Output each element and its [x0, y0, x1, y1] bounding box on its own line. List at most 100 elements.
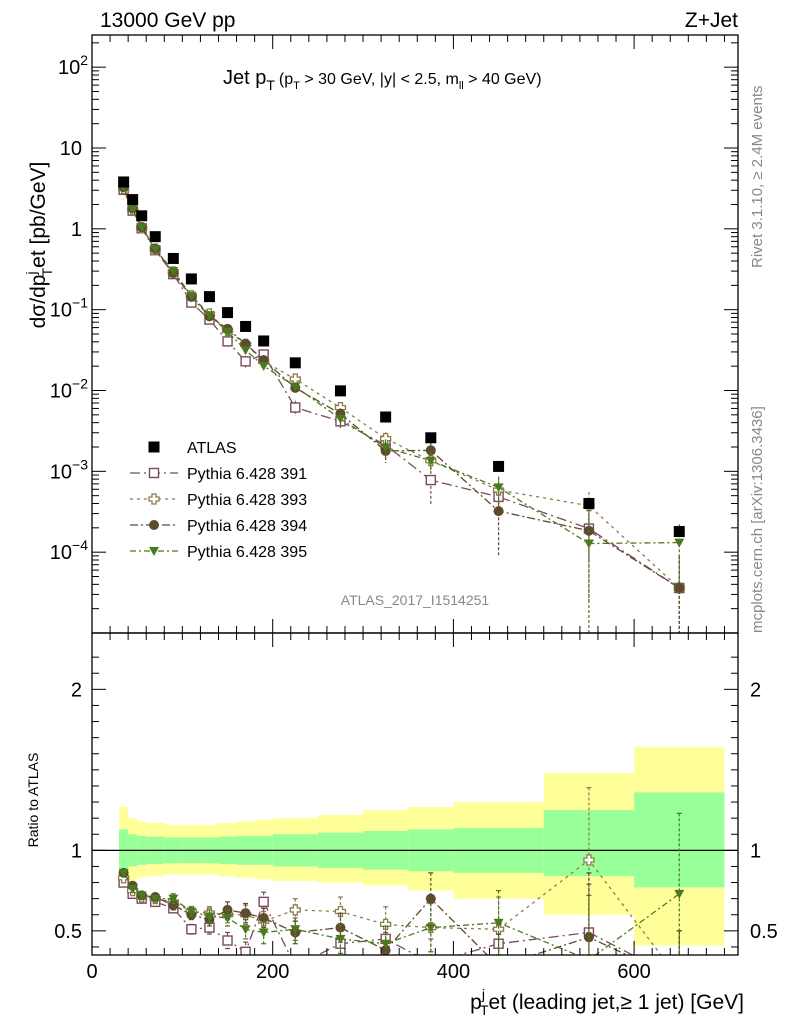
- ratio-tick-label-right: 0.5: [750, 921, 778, 943]
- series-atlas: [118, 176, 685, 538]
- legend-entry: Pythia 6.428 394: [130, 518, 307, 535]
- marker-open-square: [222, 935, 233, 946]
- header-left: 13000 GeV pp: [100, 9, 235, 32]
- marker-circle: [335, 922, 346, 933]
- marker-triangle: [258, 362, 269, 372]
- marker-triangle: [493, 918, 504, 928]
- marker-open-square: [675, 975, 684, 984]
- marker-square: [167, 252, 179, 264]
- marker-open-cross: [148, 493, 160, 505]
- marker-triangle: [118, 868, 129, 878]
- marker-circle: [493, 506, 504, 517]
- marker-triangle: [186, 907, 197, 917]
- marker-triangle: [425, 456, 436, 466]
- y-ticks: 102 10 1 10−1 10−2 10−3 10−4: [50, 42, 738, 634]
- marker-open-cross: [583, 854, 595, 866]
- legend-entry: ATLAS: [148, 440, 237, 457]
- marker-triangle: [380, 939, 391, 949]
- marker-open-square: [426, 959, 435, 968]
- marker-triangle: [290, 925, 301, 935]
- marker-open-cross: [334, 905, 347, 918]
- marker-open-square: [148, 467, 160, 479]
- marker-triangle: [425, 923, 436, 933]
- header-right: Z+Jet: [685, 9, 738, 32]
- marker-square: [148, 441, 160, 453]
- ratio-ticks: 0.5 0.5 1 1 2 2: [54, 656, 778, 948]
- mcplots-label: mcplots.cern.ch [arXiv:1306.3436]: [749, 406, 766, 633]
- marker-circle: [425, 893, 436, 904]
- marker-triangle: [240, 925, 251, 935]
- marker-square: [118, 176, 130, 188]
- marker-square: [380, 411, 392, 423]
- ratio-triangle-down: [118, 812, 685, 965]
- marker-open-cross: [674, 974, 684, 984]
- marker-circle: [149, 520, 159, 530]
- x-tick-label: 200: [256, 961, 289, 983]
- marker-triangle: [335, 934, 346, 944]
- ratio-tick-label: 2: [71, 679, 82, 701]
- y-tick-label: 10−1: [50, 295, 88, 322]
- y-tick-label: 1: [71, 219, 82, 241]
- marker-open-square: [222, 336, 233, 347]
- legend-entry: Pythia 6.428 393: [130, 492, 307, 509]
- rivet-label: Rivet 3.1.10, ≥ 2.4M events: [749, 86, 766, 269]
- marker-square: [127, 194, 139, 206]
- marker-triangle: [380, 443, 391, 453]
- marker-circle: [240, 908, 251, 919]
- marker-triangle: [674, 538, 685, 548]
- legend-label: Pythia 6.428 395: [187, 544, 307, 561]
- legend-label: Pythia 6.428 394: [187, 518, 307, 535]
- marker-square: [493, 460, 505, 472]
- marker-triangle: [136, 223, 147, 233]
- marker-square: [222, 307, 234, 319]
- marker-triangle: [584, 956, 594, 965]
- y-tick-label: 10−2: [50, 376, 88, 403]
- marker-triangle: [136, 891, 147, 901]
- marker-triangle: [674, 889, 685, 899]
- marker-triangle: [222, 913, 233, 923]
- legend-label: Pythia 6.428 393: [187, 492, 307, 509]
- x-tick-label: 0: [86, 961, 97, 983]
- ratio-tick-label-right: 1: [750, 840, 761, 862]
- marker-circle: [258, 912, 269, 923]
- series-line: [123, 187, 680, 545]
- ratio-tick-label: 0.5: [54, 921, 82, 943]
- ratio-plot: 0 200 400 600 0.5 0.5 1 1 2 2: [54, 35, 778, 984]
- marker-circle: [674, 583, 685, 594]
- marker-triangle: [335, 414, 346, 424]
- marker-open-cross: [289, 904, 301, 916]
- marker-square: [583, 498, 595, 510]
- x-ticks: 0 200 400 600: [86, 35, 725, 983]
- x-tick-label: 600: [617, 961, 650, 983]
- marker-open-square: [240, 946, 251, 955]
- marker-triangle: [493, 483, 504, 493]
- marker-triangle: [290, 382, 301, 392]
- marker-square: [258, 335, 270, 347]
- y-tick-label: 10−3: [50, 456, 88, 483]
- marker-circle: [494, 961, 504, 971]
- marker-square: [185, 273, 197, 285]
- x-tick-label: 400: [437, 961, 470, 983]
- ratio-tick-label-right: 2: [750, 679, 761, 701]
- marker-triangle: [186, 291, 197, 301]
- marker-square: [149, 231, 161, 243]
- marker-circle: [168, 900, 179, 911]
- marker-open-square: [186, 924, 197, 935]
- marker-triangle: [204, 311, 215, 321]
- marker-open-square: [240, 356, 251, 367]
- marker-triangle: [150, 245, 161, 255]
- legend-entry: Pythia 6.428 391: [130, 466, 307, 483]
- marker-triangle: [149, 547, 159, 556]
- legend-entry: Pythia 6.428 395: [130, 544, 307, 561]
- marker-triangle: [168, 266, 179, 276]
- y-tick-label: 10−4: [50, 537, 88, 564]
- marker-square: [289, 357, 301, 369]
- marker-open-square: [290, 402, 301, 413]
- ratio-frame: [91, 632, 739, 956]
- marker-triangle: [127, 884, 138, 894]
- marker-square: [136, 210, 148, 222]
- legend-label: ATLAS: [187, 440, 237, 457]
- y-tick-label: 102: [58, 52, 88, 79]
- marker-triangle: [258, 928, 269, 938]
- marker-circle: [674, 974, 684, 984]
